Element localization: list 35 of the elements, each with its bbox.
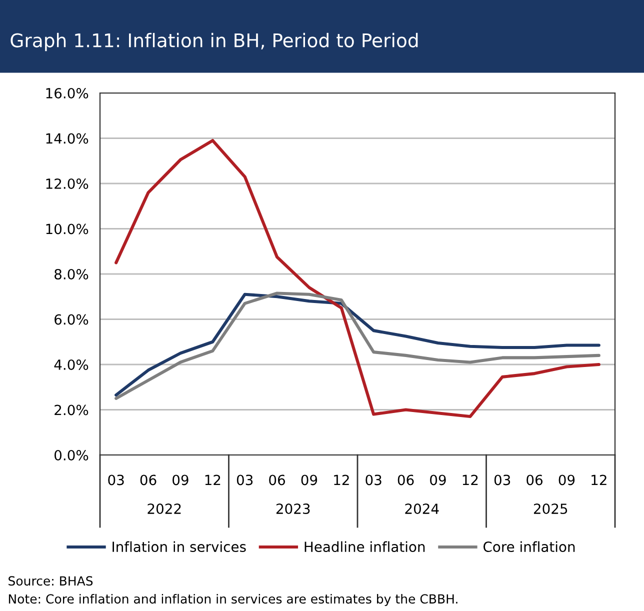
x-tick-label: 03: [236, 474, 253, 486]
text: 2022: [148, 504, 181, 514]
text: 2024: [405, 504, 439, 514]
y-tick-label: 16.0%: [46, 88, 88, 98]
y-tick-label: 6.0%: [54, 314, 88, 325]
x-tick-label: 09: [430, 474, 446, 486]
x-tick-label: 09: [301, 474, 318, 486]
x-tick-label: 09: [172, 474, 188, 486]
y-tick-label: 14.0%: [46, 133, 88, 144]
y-tick-label: 10.0%: [46, 224, 88, 234]
x-tick-label: 09: [558, 474, 575, 486]
y-tick-label: 2.0%: [54, 404, 88, 416]
text: 2025: [534, 504, 568, 514]
source-note: Source: BHAS: [8, 576, 93, 586]
legend-label: Core inflation: [483, 541, 575, 552]
x-tick-label: 03: [494, 474, 510, 486]
x-tick-label: 03: [108, 474, 124, 486]
x-tick-label: 12: [462, 474, 478, 485]
y-tick-label: 0.0%: [54, 450, 88, 460]
x-tick-label: 03: [366, 474, 382, 486]
y-tick-label: 12.0%: [46, 178, 88, 189]
x-tick-label: 06: [269, 474, 285, 486]
x-tick-label: 06: [140, 474, 156, 486]
chart-title: Graph 1.11: Inflation in BH, Period to Period: [10, 32, 418, 52]
legend-label: Inflation in services: [112, 541, 246, 552]
x-tick-label: 12: [334, 474, 349, 485]
y-tick-label: 4.0%: [54, 359, 88, 370]
legend-label: Headline inflation: [304, 541, 425, 552]
x-tick-label: 12: [592, 474, 606, 485]
text: 2023: [276, 504, 310, 514]
y-tick-label: 8.0%: [54, 268, 88, 280]
text: Note: Core inflation and inflation in services are estimates by the CBBH.: [8, 594, 458, 606]
x-tick-label: 06: [526, 474, 542, 486]
x-tick-label: 06: [398, 474, 414, 486]
x-tick-label: 12: [205, 474, 220, 485]
